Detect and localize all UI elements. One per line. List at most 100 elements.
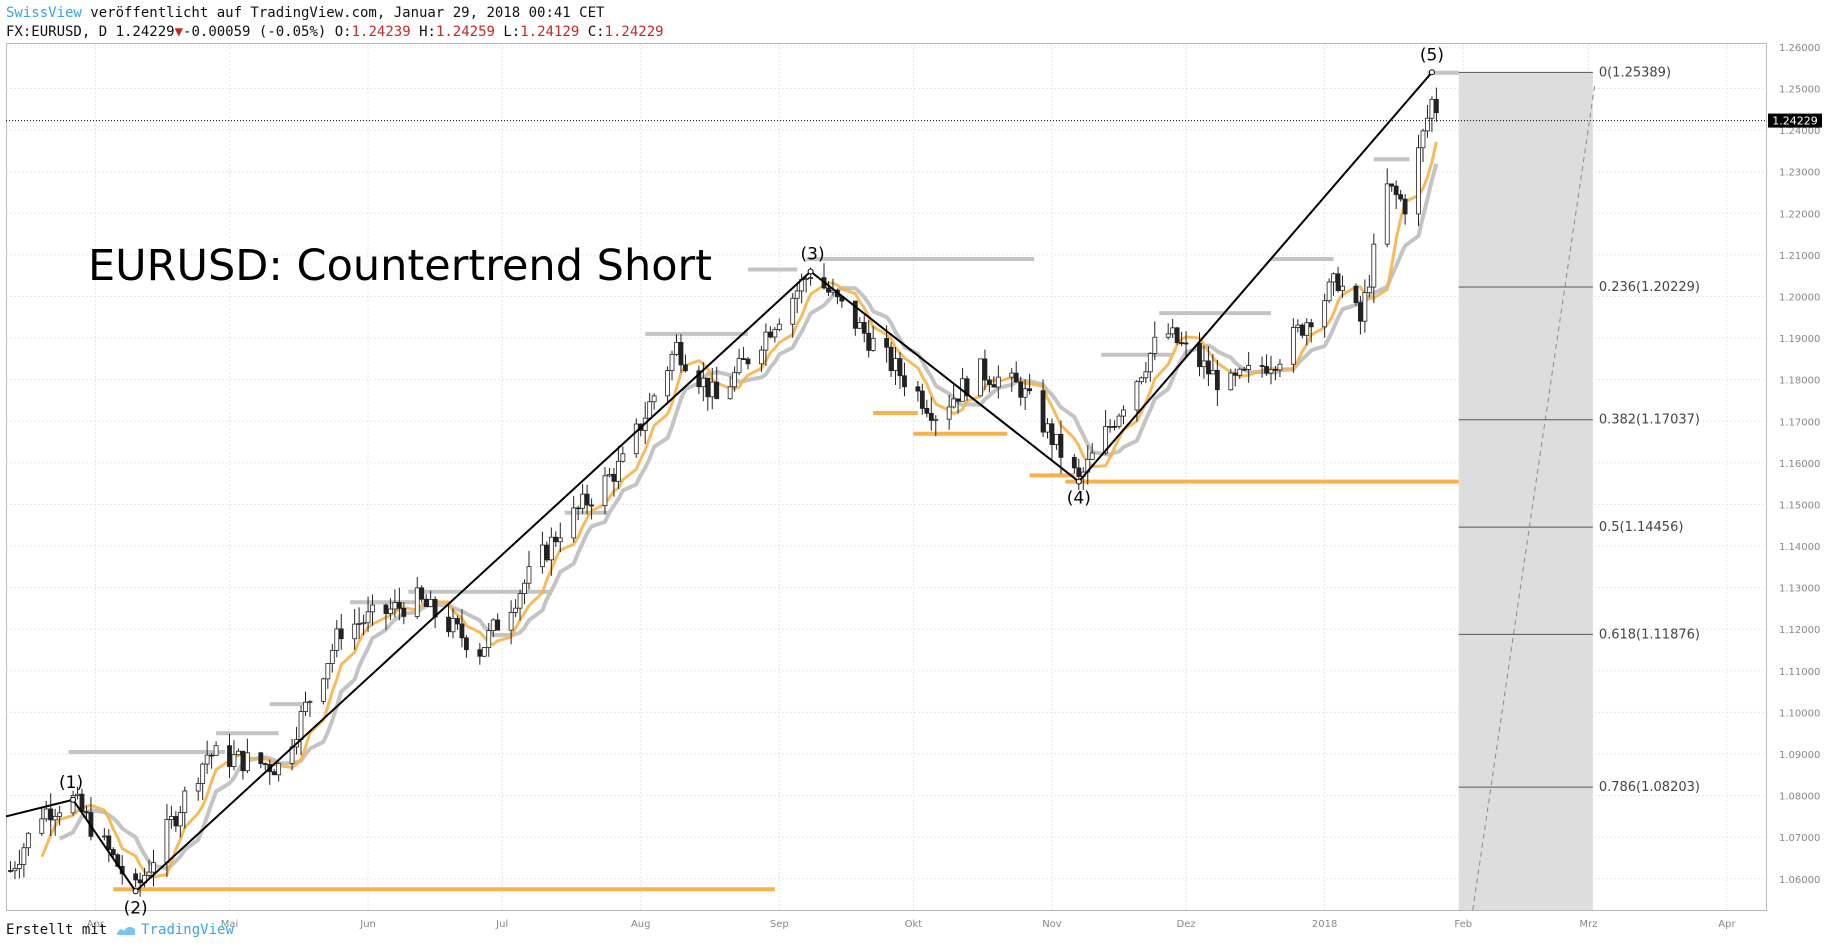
candle[interactable]: [919, 383, 925, 415]
candle[interactable]: [1402, 194, 1408, 225]
candle[interactable]: [329, 644, 335, 673]
candle[interactable]: [383, 603, 389, 630]
candle[interactable]: [557, 522, 563, 553]
candle[interactable]: [1138, 376, 1144, 385]
candle[interactable]: [607, 467, 612, 478]
candle[interactable]: [1018, 376, 1024, 406]
candle[interactable]: [727, 376, 733, 400]
candle[interactable]: [732, 366, 738, 392]
candle[interactable]: [1326, 278, 1332, 304]
candle[interactable]: [262, 762, 268, 771]
candle[interactable]: [1165, 323, 1171, 340]
candle[interactable]: [705, 377, 711, 411]
candle[interactable]: [1009, 368, 1015, 392]
candle[interactable]: [168, 805, 174, 829]
candle[interactable]: [1308, 318, 1314, 343]
candle[interactable]: [1295, 319, 1301, 333]
candle[interactable]: [1121, 405, 1126, 425]
candle[interactable]: [244, 738, 250, 774]
candle[interactable]: [991, 376, 997, 388]
candle[interactable]: [1425, 104, 1430, 138]
candle[interactable]: [1290, 318, 1296, 373]
candle[interactable]: [741, 346, 746, 360]
candle[interactable]: [182, 786, 188, 829]
candle[interactable]: [1054, 433, 1059, 450]
candle[interactable]: [1045, 418, 1050, 439]
candle[interactable]: [1353, 283, 1359, 306]
candle[interactable]: [177, 806, 183, 838]
candle[interactable]: [1358, 295, 1363, 335]
candle[interactable]: [240, 750, 246, 780]
candle[interactable]: [401, 602, 407, 625]
wave-line[interactable]: [72, 799, 137, 892]
candle[interactable]: [204, 740, 210, 774]
candle[interactable]: [620, 446, 626, 463]
candle[interactable]: [888, 342, 894, 377]
candle[interactable]: [1071, 453, 1077, 474]
candle[interactable]: [446, 604, 451, 637]
candle[interactable]: [25, 832, 31, 857]
candle[interactable]: [370, 594, 375, 626]
candle[interactable]: [361, 614, 367, 636]
candle[interactable]: [1232, 368, 1238, 387]
candle[interactable]: [575, 505, 581, 521]
candle[interactable]: [678, 334, 684, 373]
candle[interactable]: [513, 599, 518, 618]
wave-line[interactable]: [809, 270, 1080, 483]
symbol-label[interactable]: FX:EURUSD, D: [6, 24, 116, 40]
candle[interactable]: [48, 793, 54, 837]
candle[interactable]: [200, 762, 206, 800]
candle[interactable]: [1335, 266, 1341, 293]
candle[interactable]: [1340, 275, 1345, 298]
candle[interactable]: [1107, 419, 1113, 433]
candle[interactable]: [1362, 279, 1368, 333]
candle[interactable]: [1331, 272, 1336, 296]
candle[interactable]: [388, 598, 393, 621]
candle[interactable]: [151, 849, 156, 887]
candle[interactable]: [1384, 168, 1390, 248]
candle[interactable]: [767, 326, 773, 339]
candle[interactable]: [365, 596, 371, 632]
candle[interactable]: [320, 677, 326, 705]
candle[interactable]: [1112, 420, 1117, 431]
candle[interactable]: [423, 594, 429, 607]
candle[interactable]: [928, 397, 934, 431]
candle[interactable]: [1013, 361, 1019, 383]
candle[interactable]: [946, 394, 952, 430]
candle[interactable]: [146, 859, 152, 878]
candle[interactable]: [615, 445, 621, 489]
candle[interactable]: [544, 541, 550, 563]
candle[interactable]: [110, 847, 116, 859]
candle[interactable]: [602, 467, 608, 515]
wave-point[interactable]: [1428, 69, 1435, 76]
candle[interactable]: [1183, 331, 1189, 358]
candle[interactable]: [669, 350, 675, 381]
candle[interactable]: [307, 700, 313, 717]
candle[interactable]: [683, 354, 688, 373]
candle[interactable]: [419, 585, 425, 603]
candle[interactable]: [495, 613, 501, 631]
candle[interactable]: [665, 366, 670, 405]
candle[interactable]: [1147, 352, 1153, 382]
wave-line[interactable]: [134, 270, 812, 893]
candle[interactable]: [338, 613, 344, 650]
candle[interactable]: [1277, 359, 1283, 378]
candle[interactable]: [651, 393, 657, 410]
candle[interactable]: [12, 861, 18, 880]
candle[interactable]: [1241, 366, 1247, 372]
candle[interactable]: [1268, 355, 1274, 385]
candle[interactable]: [414, 576, 420, 620]
candle[interactable]: [1322, 293, 1328, 338]
candle[interactable]: [231, 740, 237, 771]
candle[interactable]: [696, 365, 702, 394]
candle[interactable]: [106, 829, 112, 863]
candle[interactable]: [964, 375, 970, 401]
candle[interactable]: [522, 579, 527, 605]
candle[interactable]: [450, 608, 456, 639]
candle[interactable]: [303, 691, 308, 716]
candle[interactable]: [1264, 354, 1269, 376]
candle[interactable]: [508, 600, 514, 645]
candle[interactable]: [1366, 274, 1372, 298]
candle[interactable]: [1420, 128, 1426, 163]
